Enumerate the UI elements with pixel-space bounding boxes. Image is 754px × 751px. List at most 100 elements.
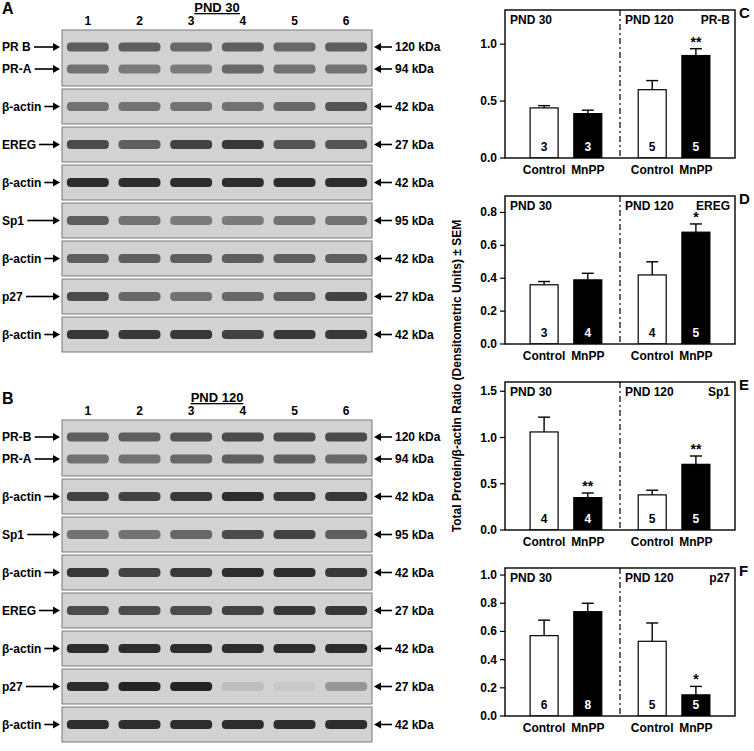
group-label: PND 120: [625, 199, 674, 213]
band: [119, 720, 161, 729]
band: [119, 433, 161, 442]
bar: [682, 695, 710, 716]
band: [170, 292, 212, 301]
kda-label: 42 kDa: [395, 176, 434, 190]
arrow-head: [53, 531, 60, 539]
blot-membrane: [62, 30, 372, 86]
error-bar: [543, 620, 544, 636]
n-label: 8: [584, 698, 591, 712]
band: [222, 492, 264, 501]
plot-frame: [505, 10, 735, 158]
bars: [530, 603, 710, 716]
bar: [682, 464, 710, 530]
bar: [574, 612, 602, 716]
arrow-head: [374, 103, 381, 111]
x-label: MnPP: [571, 163, 604, 177]
tick-label: 0.8: [480, 205, 497, 219]
band-label: β-actin: [2, 718, 41, 732]
band-label: β-actin: [2, 490, 41, 504]
lane-number: 2: [136, 14, 143, 28]
arrow-line: [26, 296, 55, 298]
band: [170, 492, 212, 501]
band: [119, 140, 161, 149]
band: [325, 492, 367, 501]
band: [325, 65, 367, 74]
band: [274, 433, 316, 442]
arrow-head: [374, 645, 381, 653]
arrow-line: [27, 534, 55, 536]
n-label: 4: [541, 512, 548, 526]
x-label: Control: [631, 721, 674, 735]
band: [222, 530, 264, 539]
band: [170, 178, 212, 187]
bar: [530, 432, 558, 530]
n-label: 5: [649, 140, 656, 154]
error-bar: [652, 81, 653, 90]
band-label: β-actin: [2, 642, 41, 656]
tick: [500, 483, 505, 484]
kda-label: 95 kDa: [395, 528, 434, 542]
band: [325, 682, 367, 691]
n-label: 5: [693, 326, 700, 340]
arrow-head: [374, 455, 381, 463]
band: [119, 43, 161, 52]
error-cap: [646, 80, 658, 81]
tick: [500, 659, 505, 660]
chart-title: EREG: [696, 199, 730, 213]
blot-membrane: [62, 317, 372, 352]
panel-letter: C: [739, 4, 750, 21]
n-label: 4: [584, 512, 591, 526]
tick: [500, 631, 505, 632]
band: [170, 606, 212, 615]
error-bar: [695, 456, 696, 464]
tick: [500, 529, 505, 530]
band: [170, 720, 212, 729]
band: [325, 43, 367, 52]
x-label: MnPP: [571, 721, 604, 735]
band: [67, 65, 109, 74]
blot-title: PND 30: [194, 0, 240, 15]
tick-label: 0.8: [480, 596, 497, 610]
error-cap: [646, 261, 658, 262]
lane-number: 2: [136, 404, 143, 418]
blot-panel: BPND 120123456PR-B120 kDaPR-A94 kDaβ-act…: [2, 390, 441, 742]
band: [274, 720, 316, 729]
band-label: p27: [2, 680, 23, 694]
bar: [530, 636, 558, 716]
bar: [682, 56, 710, 158]
band: [274, 216, 316, 225]
band: [325, 433, 367, 442]
tick-label: 1.0: [480, 431, 497, 445]
blot-membrane: [62, 165, 372, 200]
n-label: 4: [649, 326, 656, 340]
band: [222, 644, 264, 653]
error-cap: [582, 109, 594, 110]
band: [170, 682, 212, 691]
band: [67, 568, 109, 577]
kda-label: 42 kDa: [395, 328, 434, 342]
kda-label: 42 kDa: [395, 252, 434, 266]
lane-number: 3: [188, 404, 195, 418]
kda-label: 42 kDa: [395, 718, 434, 732]
divider: [619, 10, 620, 158]
band: [325, 254, 367, 263]
band: [67, 102, 109, 111]
band: [222, 178, 264, 187]
band: [274, 292, 316, 301]
lane-number: 5: [291, 14, 298, 28]
lane-number: 6: [343, 14, 350, 28]
blot-membrane: [62, 127, 372, 162]
bar-chart: 0.00.51.01.54Control4**MnPP5Control5**Mn…: [480, 376, 749, 549]
band: [325, 178, 367, 187]
error-bar: [587, 273, 588, 280]
bars: [530, 224, 710, 344]
band-label: PR-A: [2, 452, 32, 466]
kda-label: 42 kDa: [395, 100, 434, 114]
band: [119, 568, 161, 577]
chart-title: PR-B: [701, 13, 731, 27]
band: [222, 568, 264, 577]
arrow-head: [374, 255, 381, 263]
band: [119, 65, 161, 74]
arrow-line: [26, 686, 55, 688]
band: [67, 644, 109, 653]
